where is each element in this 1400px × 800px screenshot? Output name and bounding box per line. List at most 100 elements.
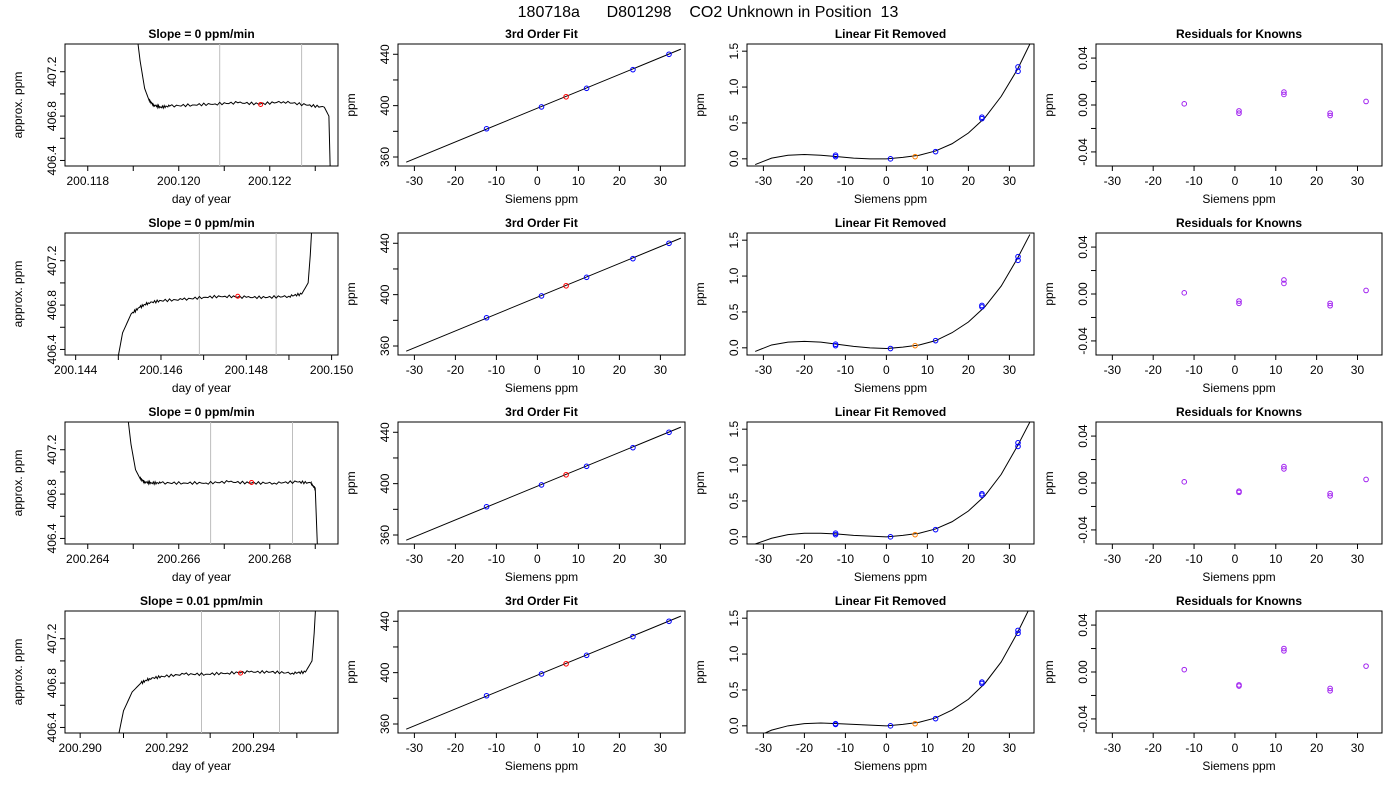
standard-point xyxy=(932,715,939,722)
x-tick-label: 20 xyxy=(962,741,976,755)
x-tick-label: -20 xyxy=(447,741,465,755)
standard-point xyxy=(583,85,590,92)
plot-area xyxy=(118,611,316,733)
x-tick-label: 20 xyxy=(962,363,976,377)
x-axis-label: day of year xyxy=(172,381,231,395)
x-tick-label: -10 xyxy=(1185,174,1203,188)
x-tick-label: -10 xyxy=(1185,552,1203,566)
standard-point xyxy=(979,679,985,685)
y-axis: -0.04 0.00 0.04 ppm xyxy=(1042,235,1097,355)
y-tick-label: 0.0 xyxy=(727,528,741,545)
y-axis: 360 400 440 ppm xyxy=(344,422,399,545)
x-axis-label: day of year xyxy=(172,570,231,584)
residual-point xyxy=(1236,300,1242,307)
x-tick-label: 0 xyxy=(883,552,890,566)
unknown-point xyxy=(912,153,918,160)
y-axis: 0.0 0.5 1.0 1.5 ppm xyxy=(693,43,748,167)
x-tick-label: 30 xyxy=(1003,741,1017,755)
residual-point xyxy=(1327,110,1333,117)
x-axis-label: Siemens ppm xyxy=(1202,381,1275,395)
x-axis-label: Siemens ppm xyxy=(505,759,578,773)
panel-title: Linear Fit Removed xyxy=(835,405,946,419)
y-tick-label: 0.00 xyxy=(1076,660,1090,684)
x-tick-label: 200.290 xyxy=(58,741,102,755)
plot-frame xyxy=(746,421,1035,545)
x-tick-label: 10 xyxy=(572,174,586,188)
x-tick-label: 200.264 xyxy=(66,552,110,566)
plot-frame xyxy=(1095,421,1383,545)
y-tick-label: 1.0 xyxy=(727,267,741,284)
y-tick-label: 360 xyxy=(378,525,392,545)
x-tick-label: 10 xyxy=(572,552,586,566)
standard-point xyxy=(538,104,545,110)
y-axis: -0.04 0.00 0.04 ppm xyxy=(1042,613,1097,733)
x-axis-label: Siemens ppm xyxy=(1202,759,1275,773)
plot-area xyxy=(406,237,682,352)
standard-point xyxy=(979,302,985,309)
residual-point xyxy=(1236,683,1242,689)
panel-linear-removed-row-1: Linear Fit Removed -30 -20 -10 0 10 20 30 Siemen… xyxy=(693,27,1035,206)
nonlinear-curve xyxy=(755,234,1031,352)
x-tick-label: -30 xyxy=(755,741,773,755)
y-tick-label: 400 xyxy=(378,284,392,304)
x-tick-label: 10 xyxy=(572,741,586,755)
concentration-trace xyxy=(118,611,316,733)
y-axis-label: ppm xyxy=(344,660,358,683)
standard-point xyxy=(887,723,894,729)
x-tick-label: 30 xyxy=(1351,552,1365,566)
y-tick-label: 360 xyxy=(378,714,392,734)
x-tick-label: -30 xyxy=(406,363,424,377)
x-tick-label: -30 xyxy=(406,552,424,566)
panel-title: Residuals for Knowns xyxy=(1176,594,1302,608)
plot-frame xyxy=(746,43,1035,167)
x-tick-label: -10 xyxy=(837,363,855,377)
residual-point xyxy=(1327,493,1333,499)
plot-frame xyxy=(1095,610,1383,734)
panel-title: Residuals for Knowns xyxy=(1176,216,1302,230)
x-tick-label: 200.294 xyxy=(232,741,276,755)
residual-point xyxy=(1181,101,1188,107)
unknown-point xyxy=(563,471,569,478)
x-tick-label: 200.122 xyxy=(248,174,292,188)
x-tick-label: -20 xyxy=(796,741,814,755)
y-tick-label: 407.2 xyxy=(45,623,59,653)
y-tick-label: 406.4 xyxy=(45,523,59,553)
x-axis-label: Siemens ppm xyxy=(854,759,927,773)
standard-point xyxy=(483,314,490,321)
x-axis-label: Siemens ppm xyxy=(505,381,578,395)
residual-point xyxy=(1363,476,1369,483)
concentration-trace xyxy=(127,422,318,544)
y-axis-label: ppm xyxy=(344,282,358,305)
y-axis-label: ppm xyxy=(344,93,358,116)
standard-point xyxy=(538,671,545,677)
x-tick-label: 0 xyxy=(1232,552,1239,566)
x-axis: -30 -20 -10 0 10 20 30 Siemens ppm xyxy=(755,165,1016,206)
y-tick-label: -0.04 xyxy=(1076,516,1090,544)
y-tick-label: 400 xyxy=(378,473,392,493)
y-tick-label: 360 xyxy=(378,147,392,167)
panel-grid: Slope = 0 ppm/min 200.118 200.120 200.122 da… xyxy=(11,27,1383,773)
x-tick-label: 200.120 xyxy=(157,174,201,188)
residual-point xyxy=(1181,666,1188,673)
x-tick-label: 10 xyxy=(1269,174,1283,188)
standard-point xyxy=(832,152,839,159)
x-tick-label: 10 xyxy=(921,174,935,188)
plot-frame xyxy=(746,232,1035,356)
y-tick-label: 406.4 xyxy=(45,145,59,175)
x-tick-label: 0 xyxy=(534,174,541,188)
x-tick-label: 30 xyxy=(1351,741,1365,755)
plot-area xyxy=(137,44,331,166)
standard-point xyxy=(666,429,672,436)
standard-point xyxy=(1015,257,1021,264)
panel-title: Residuals for Knowns xyxy=(1176,405,1302,419)
x-axis: -30 -20 -10 0 10 20 30 Siemens ppm xyxy=(406,165,667,206)
x-tick-label: 200.268 xyxy=(248,552,292,566)
residual-point xyxy=(1363,663,1369,669)
residual-point xyxy=(1363,287,1369,294)
residual-point xyxy=(1327,112,1333,119)
x-tick-label: 200.266 xyxy=(157,552,201,566)
x-tick-label: 10 xyxy=(572,363,586,377)
x-tick-label: 30 xyxy=(1351,174,1365,188)
x-tick-label: -30 xyxy=(755,174,773,188)
